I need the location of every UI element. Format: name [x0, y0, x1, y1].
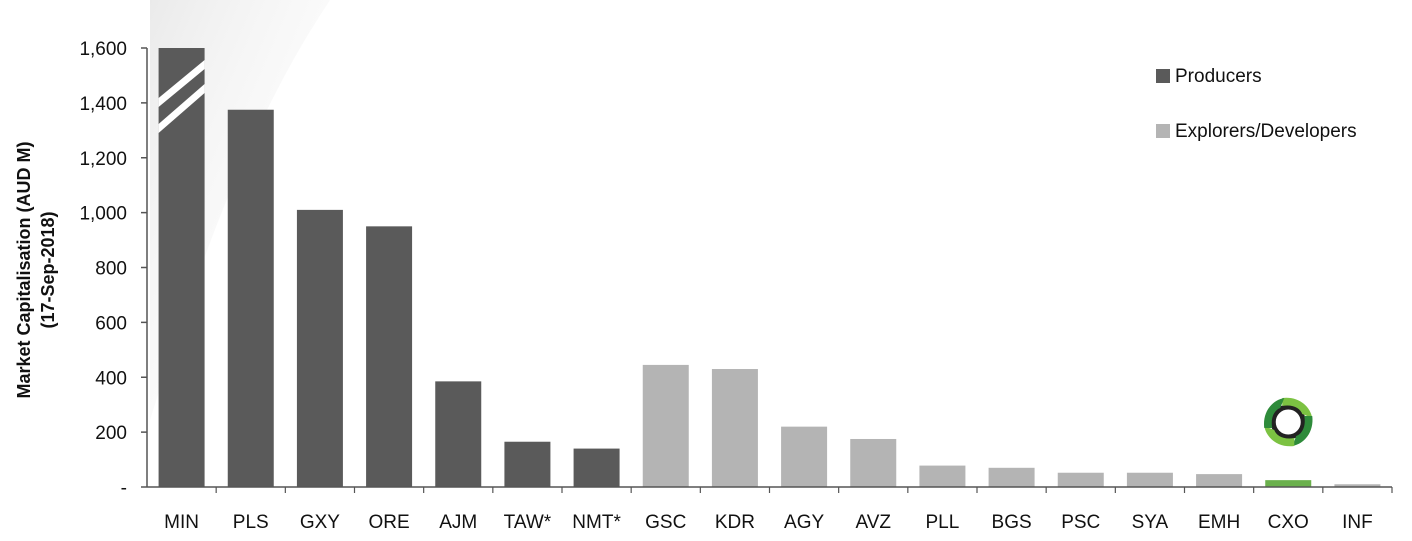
bar-pls [227, 109, 274, 487]
y-tick-label: 800 [95, 259, 127, 280]
x-tick-label: GSC [645, 512, 686, 533]
x-tick-label: TAW* [504, 512, 552, 533]
x-tick-label: NMT* [572, 512, 621, 533]
x-tick-label: GXY [300, 512, 340, 533]
bar-cxo [1265, 480, 1312, 487]
bar-gxy [296, 209, 343, 487]
y-tick-label: 1,200 [79, 149, 127, 170]
x-tick-label: KDR [715, 512, 755, 533]
y-tick-label: 400 [95, 368, 127, 389]
bar-pll [919, 465, 966, 487]
legend-label-explorers-developers: Explorers/Developers [1175, 121, 1357, 142]
x-tick-label: AJM [439, 512, 477, 533]
legend-label-producers: Producers [1175, 66, 1262, 87]
x-tick-label: EMH [1198, 512, 1240, 533]
bar-inf [1334, 484, 1381, 487]
axis-break-stripe [158, 60, 205, 107]
x-tick-label: PLL [926, 512, 960, 533]
bar-emh [1196, 474, 1243, 487]
bar-kdr [711, 369, 758, 487]
legend-swatch-producers [1156, 69, 1170, 83]
x-tick-label: PLS [233, 512, 269, 533]
bar-min [158, 48, 205, 487]
y-tick-label: 1,400 [79, 94, 127, 115]
x-tick-label: CXO [1268, 512, 1309, 533]
legend-swatch-explorers-developers [1156, 124, 1170, 138]
bar-ore [366, 226, 413, 487]
axis-break-stripe [158, 84, 205, 133]
logo-mark [1264, 397, 1313, 447]
x-tick-label: MIN [164, 512, 199, 533]
bar-gsc [642, 364, 689, 487]
x-tick-label: INF [1342, 512, 1373, 533]
bar-ajm [435, 381, 482, 487]
bar-avz [850, 438, 897, 487]
x-axis-labels: MIN PLS GXY ORE AJM TAW* NMT* GSC KDR AGY AVZ PLL BG… [164, 487, 1393, 533]
bars [158, 48, 1381, 487]
y-axis-ticks: - 200 400 600 800 1,000 1,200 1,400 1,600 [79, 39, 147, 499]
bar-taw [504, 441, 551, 487]
x-tick-label: PSC [1061, 512, 1100, 533]
x-tick-label: AVZ [855, 512, 891, 533]
x-tick-label: BGS [992, 512, 1032, 533]
y-tick-label: 600 [95, 313, 127, 334]
x-tick-label: ORE [368, 512, 409, 533]
x-tick-label: AGY [784, 512, 824, 533]
x-tick-label: SYA [1132, 512, 1169, 533]
bar-nmt [573, 448, 620, 487]
y-axis-title: Market Capitalisation (AUD M) [14, 141, 34, 398]
y-tick-label: - [121, 478, 127, 499]
y-tick-label: 1,600 [79, 39, 127, 60]
bar-agy [781, 426, 828, 487]
axis-break-marks [158, 60, 205, 133]
company-logo-icon [1264, 397, 1313, 447]
bar-sya [1126, 472, 1173, 487]
y-tick-label: 200 [95, 423, 127, 444]
bar-psc [1057, 472, 1104, 487]
y-tick-label: 1,000 [79, 204, 127, 225]
y-axis-subtitle: (17-Sep-2018) [38, 211, 58, 328]
bar-bgs [988, 467, 1035, 487]
